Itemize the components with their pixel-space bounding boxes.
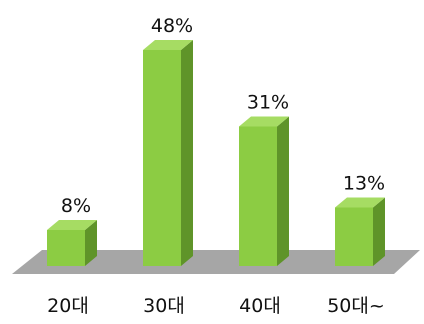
data-label-40s: 31% — [247, 92, 289, 114]
chart-floor — [12, 250, 420, 274]
bar-side-30s — [181, 40, 193, 266]
bar-side-50s-plus — [373, 197, 385, 266]
bar-front-30s — [143, 50, 181, 266]
bar-20s — [47, 220, 97, 266]
bar-top-40s — [239, 116, 289, 127]
x-tick-30s: 30대 — [143, 295, 185, 317]
bars-group — [47, 40, 385, 266]
x-tick-50s-plus: 50대~ — [327, 295, 385, 317]
bar-front-50s-plus — [335, 207, 373, 266]
bar-front-20s — [47, 230, 85, 266]
bar-50s-plus — [335, 197, 385, 266]
bar-front-40s — [239, 126, 277, 266]
bar-top-20s — [47, 220, 97, 230]
bar-40s — [239, 116, 289, 266]
bar-30s — [143, 40, 193, 266]
data-labels-group: 8% 48% 31% 13% — [61, 15, 385, 217]
data-label-50s-plus: 13% — [343, 173, 385, 195]
x-tick-40s: 40대 — [239, 295, 281, 317]
x-axis-tick-labels: 20대 30대 40대 50대~ — [47, 295, 385, 317]
x-tick-20s: 20대 — [47, 295, 89, 317]
data-label-30s: 48% — [151, 15, 193, 37]
bar-top-50s-plus — [335, 197, 385, 208]
bar-side-40s — [277, 116, 289, 266]
bar-side-20s — [85, 220, 97, 266]
data-label-20s: 8% — [61, 195, 91, 217]
bar-top-30s — [143, 40, 193, 50]
